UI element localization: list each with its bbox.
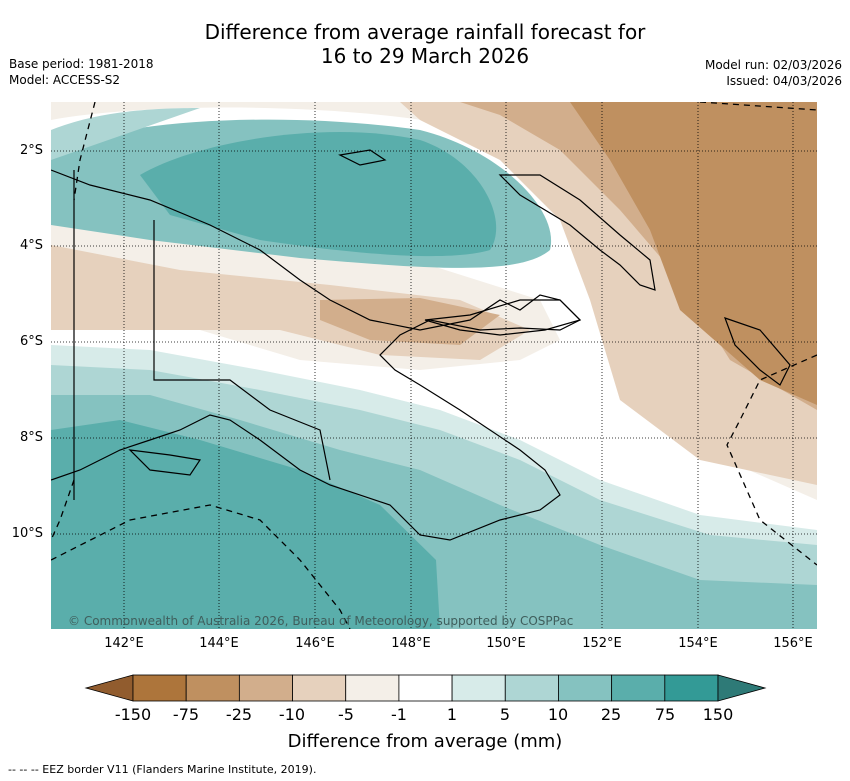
lon-tick-150e: 150°E xyxy=(486,636,526,651)
manus-coast xyxy=(338,149,387,166)
lat-tick-10s: 10°S xyxy=(11,526,43,541)
lon-tick-146e: 146°E xyxy=(295,636,335,651)
eez-north xyxy=(73,102,96,201)
lon-tick-154e: 154°E xyxy=(678,636,718,651)
colorbar-cells xyxy=(132,674,719,702)
lat-tick-6s: 6°S xyxy=(19,334,43,349)
colorbar-cell-10 xyxy=(664,674,719,702)
colorbar-label-6: 1 xyxy=(446,705,458,724)
colorbar-cell-9 xyxy=(611,674,666,702)
colorbar-cell-7 xyxy=(504,674,559,702)
colorbar-label-10: 75 xyxy=(654,705,676,724)
rainfall-field xyxy=(51,102,817,629)
eez-east xyxy=(699,102,817,566)
lon-tick-148e: 148°E xyxy=(391,636,431,651)
bay-coast xyxy=(128,449,202,476)
band-5-10-north xyxy=(51,108,200,160)
meta-right: Model run: 02/03/2026 Issued: 04/03/2026 xyxy=(705,57,842,89)
lat-tick-2s: 2°S xyxy=(19,143,43,158)
lon-tick-156e: 156°E xyxy=(773,636,813,651)
colorbar-cell-5 xyxy=(398,674,453,702)
colorbar-label-5: -1 xyxy=(391,705,407,724)
new-britain-coast xyxy=(498,174,656,291)
colorbar-over-arrow xyxy=(717,674,767,702)
band-neg75-neg25 xyxy=(570,102,817,405)
coastlines xyxy=(51,149,791,541)
new-ireland-coast xyxy=(424,299,582,336)
colorbar-label-11: 150 xyxy=(702,705,734,724)
new-guinea-coast xyxy=(51,169,582,541)
colorbar-cell-4 xyxy=(345,674,400,702)
colorbar-label-3: -10 xyxy=(278,705,306,724)
lon-tick-142e: 142°E xyxy=(104,636,144,651)
title-line-2: 16 to 29 March 2026 xyxy=(320,44,530,68)
colorbar-cell-0 xyxy=(132,674,187,702)
copyright-notice: © Commonwealth of Australia 2026, Bureau… xyxy=(68,614,574,628)
title-line-1: Difference from average rainfall forecas… xyxy=(204,20,646,44)
colorbar-label-9: 25 xyxy=(600,705,622,724)
colorbar-label-2: -25 xyxy=(225,705,253,724)
colorbar-title: Difference from average (mm) xyxy=(287,731,563,752)
bougainville-coast xyxy=(723,317,791,386)
model-run: Model run: 02/03/2026 xyxy=(704,58,842,72)
colorbar-label-4: -5 xyxy=(338,705,354,724)
base-period: Base period: 1981-2018 xyxy=(9,57,154,71)
model-name: Model: ACCESS-S2 xyxy=(9,73,121,87)
colorbar-cell-8 xyxy=(558,674,613,702)
rainfall-map xyxy=(51,102,817,629)
colorbar-cell-1 xyxy=(185,674,240,702)
lon-tick-144e: 144°E xyxy=(199,636,239,651)
eez-south xyxy=(51,504,351,629)
colorbar-under-arrow xyxy=(84,674,134,702)
eez-legend: -- -- -- EEZ border V11 (Flanders Marine… xyxy=(8,763,317,776)
colorbar-label-0: -150 xyxy=(114,705,152,724)
graticule xyxy=(51,102,817,629)
issued-date: Issued: 04/03/2026 xyxy=(726,74,842,88)
colorbar-label-7: 5 xyxy=(499,705,511,724)
meta-left: Base period: 1981-2018 Model: ACCESS-S2 xyxy=(9,56,154,88)
colorbar-label-8: 10 xyxy=(547,705,569,724)
colorbar-label-1: -75 xyxy=(172,705,200,724)
colorbar-cell-3 xyxy=(292,674,347,702)
colorbar-cell-6 xyxy=(451,674,506,702)
eez-west xyxy=(51,479,75,541)
colorbar-cell-2 xyxy=(238,674,293,702)
lat-tick-8s: 8°S xyxy=(19,430,43,445)
chart-title: Difference from average rainfall forecas… xyxy=(0,20,850,68)
eez-borders xyxy=(51,102,817,629)
band-25-75-north xyxy=(140,132,497,257)
lon-tick-152e: 152°E xyxy=(582,636,622,651)
lat-tick-4s: 4°S xyxy=(19,238,43,253)
